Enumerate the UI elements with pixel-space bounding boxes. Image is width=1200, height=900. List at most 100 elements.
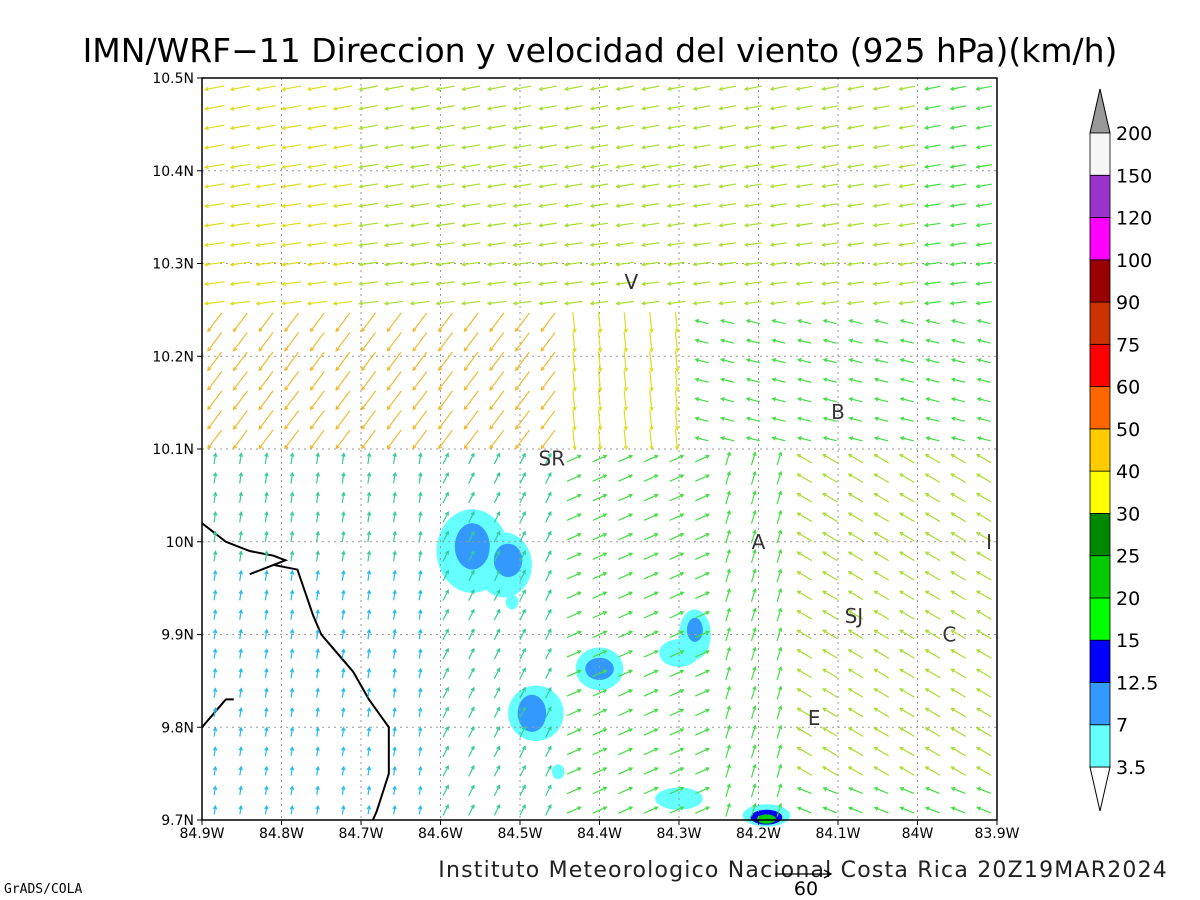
wind-vector [641, 281, 660, 286]
wind-vector [306, 300, 327, 306]
wind-vector [281, 300, 302, 306]
wind-vector [566, 728, 582, 736]
wind-vector [341, 746, 346, 757]
wind-vector [463, 410, 479, 430]
map-title: IMN/WRF−11 Direccion y velocidad del vie… [83, 31, 1118, 70]
wind-vector [392, 706, 397, 718]
wind-vector [442, 745, 449, 758]
wind-vector [923, 281, 941, 286]
wind-vector [315, 589, 320, 601]
wind-vector [281, 104, 302, 111]
wind-vector [975, 532, 992, 542]
wind-vector [538, 242, 558, 248]
wind-vector [468, 706, 475, 719]
wind-vector [284, 410, 300, 430]
lat-tick-label: 9.8N [161, 720, 194, 736]
wind-vector [238, 569, 243, 581]
wind-vector [975, 105, 992, 111]
wind-vector [212, 785, 218, 795]
wind-vector [694, 436, 709, 442]
wind-vector [924, 649, 941, 659]
wind-vector [692, 144, 711, 150]
wind-vector [643, 454, 659, 463]
wind-vector [924, 610, 941, 620]
reference-vector-label: 60 [794, 878, 818, 900]
wind-vector [468, 803, 475, 816]
wind-vector [461, 124, 481, 131]
wind-vector [924, 473, 941, 484]
wind-vector [695, 611, 711, 619]
wind-vector [847, 571, 864, 581]
wind-vector [366, 452, 372, 465]
wind-vector [750, 802, 757, 817]
wind-vector [264, 687, 269, 698]
wind-vector [486, 124, 506, 131]
wind-vector [493, 589, 501, 601]
wind-vector [384, 85, 404, 92]
wind-vector [592, 708, 608, 717]
wind-vector [924, 787, 940, 794]
wind-vector [592, 611, 608, 619]
wind-vector [341, 628, 346, 640]
wind-vector [847, 610, 864, 620]
wind-vector [418, 550, 423, 562]
wind-vector [615, 222, 634, 228]
wind-vector [797, 377, 812, 383]
wind-vector [212, 530, 218, 542]
wind-vector [289, 648, 295, 659]
wind-vector [674, 312, 680, 334]
wind-vector [899, 806, 915, 814]
wind-vector [281, 261, 302, 267]
colorbar-bin [1089, 217, 1111, 261]
coastline-segment [201, 522, 390, 821]
wind-vector [438, 312, 453, 333]
wind-vector [392, 530, 397, 542]
wind-vector [692, 281, 711, 286]
wind-vector [306, 183, 327, 189]
wind-vector [899, 453, 915, 464]
wind-vector [315, 765, 320, 776]
wind-vector [950, 377, 966, 383]
colorbar-bin [1089, 259, 1111, 303]
wind-vector [281, 144, 302, 150]
wind-vector [822, 727, 838, 737]
wind-vector [873, 571, 890, 581]
wind-vector [412, 351, 428, 372]
wind-vector [442, 530, 449, 543]
wind-vector [975, 203, 992, 208]
wind-vector [289, 550, 295, 562]
wind-vector [795, 203, 813, 208]
wind-vector [848, 397, 863, 403]
wind-vector [442, 452, 449, 465]
lon-tick-label: 84.2W [736, 826, 781, 842]
wind-vector [669, 669, 685, 678]
wind-vector [512, 183, 532, 189]
wind-vector [284, 371, 300, 391]
wind-vector [289, 530, 295, 542]
wind-vector [238, 530, 243, 542]
wind-vector [232, 371, 248, 391]
wind-vector [898, 144, 916, 150]
wind-vector [899, 668, 915, 679]
wind-vector [950, 746, 966, 757]
wind-vector [463, 351, 479, 372]
wind-vector [207, 410, 223, 430]
wind-vector [899, 377, 914, 383]
wind-vector [975, 300, 992, 306]
wind-vector [847, 649, 864, 659]
wind-vector [720, 358, 735, 364]
wind-vector [796, 746, 813, 757]
wind-vector [643, 786, 659, 795]
wind-vector [540, 371, 556, 391]
wind-vector [493, 608, 501, 621]
wind-vector [846, 183, 864, 189]
wind-vector [493, 686, 501, 699]
colorbar-bin [1089, 343, 1111, 388]
wind-vector [238, 726, 243, 737]
wind-vector [309, 371, 325, 391]
wind-vector [872, 124, 890, 130]
wind-vector [392, 628, 397, 640]
wind-vector [795, 261, 813, 267]
wind-vector [468, 452, 475, 465]
wind-vector [563, 202, 583, 209]
